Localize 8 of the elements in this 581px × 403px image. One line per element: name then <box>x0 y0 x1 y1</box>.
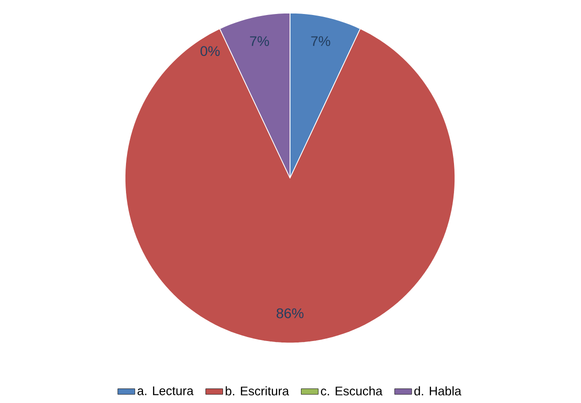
legend-label: d. Habla <box>414 386 462 396</box>
legend-label: a. Lectura <box>138 386 194 396</box>
legend-label: b. Escritura <box>226 386 290 396</box>
text: 0% <box>200 46 220 56</box>
data-label: 7% <box>311 36 330 46</box>
legend-label: c. Escucha <box>320 386 382 396</box>
data-label: 7% <box>250 36 269 46</box>
data-label: 86% <box>276 308 304 318</box>
